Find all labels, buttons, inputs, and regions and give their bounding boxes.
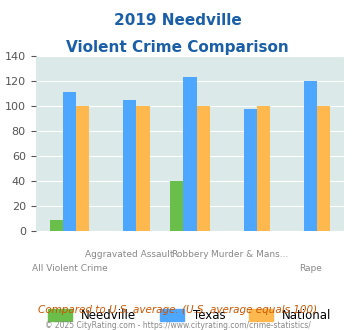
Text: 2019 Needville: 2019 Needville bbox=[114, 13, 241, 28]
Text: Murder & Mans...: Murder & Mans... bbox=[212, 250, 289, 259]
Bar bbox=[257, 106, 270, 231]
Text: Violent Crime Comparison: Violent Crime Comparison bbox=[66, 40, 289, 54]
Text: Compared to U.S. average. (U.S. average equals 100): Compared to U.S. average. (U.S. average … bbox=[38, 305, 317, 315]
Text: © 2025 CityRating.com - https://www.cityrating.com/crime-statistics/: © 2025 CityRating.com - https://www.city… bbox=[45, 321, 310, 330]
Bar bbox=[197, 106, 210, 231]
Text: Robbery: Robbery bbox=[171, 250, 209, 259]
Bar bbox=[63, 92, 76, 231]
Bar bbox=[244, 109, 257, 231]
Bar bbox=[50, 220, 63, 231]
Bar bbox=[317, 106, 330, 231]
Bar bbox=[123, 100, 136, 231]
Legend: Needville, Texas, National: Needville, Texas, National bbox=[43, 304, 337, 327]
Bar bbox=[136, 106, 149, 231]
Text: Aggravated Assault: Aggravated Assault bbox=[86, 250, 174, 259]
Text: Rape: Rape bbox=[299, 264, 322, 273]
Bar bbox=[76, 106, 89, 231]
Bar bbox=[183, 77, 197, 231]
Bar bbox=[170, 181, 183, 231]
Text: All Violent Crime: All Violent Crime bbox=[32, 264, 107, 273]
Bar bbox=[304, 81, 317, 231]
